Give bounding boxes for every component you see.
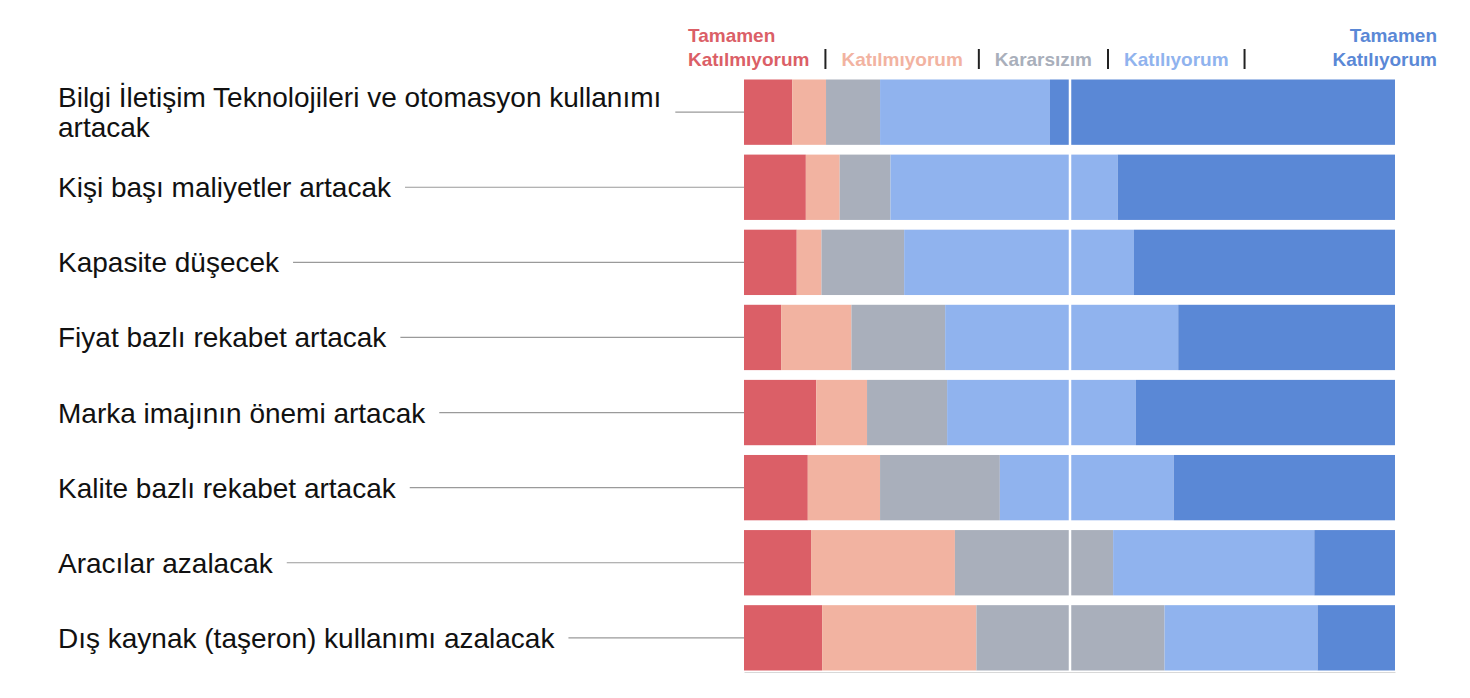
leader-line xyxy=(410,487,744,488)
bar xyxy=(781,305,851,370)
bar xyxy=(744,530,811,595)
axis-line xyxy=(745,672,1396,673)
category-label: Dış kaynak (taşeron) kullanımı azalacak xyxy=(58,623,555,654)
legend-entry: Katılıyorum xyxy=(1124,49,1229,70)
bar xyxy=(880,455,1000,520)
leader-line xyxy=(675,112,744,113)
bar xyxy=(880,80,1050,145)
leader-line xyxy=(568,637,744,638)
legend-entry: TamamenKatılıyorum xyxy=(1332,25,1437,70)
legend-separator xyxy=(1107,49,1109,69)
bar xyxy=(1318,605,1395,670)
category-label: Kalite bazlı rekabet artacak xyxy=(58,473,397,504)
bar xyxy=(1174,455,1395,520)
bar xyxy=(744,230,797,295)
bar xyxy=(797,230,822,295)
leader-line xyxy=(293,262,744,263)
leader-line xyxy=(400,337,744,338)
bar xyxy=(1113,530,1314,595)
category-label: Kişi başı maliyetler artacak xyxy=(58,172,392,203)
bar xyxy=(840,155,891,220)
leader-line xyxy=(439,412,744,413)
bar xyxy=(821,230,904,295)
bar xyxy=(808,455,880,520)
legend-separator xyxy=(824,49,826,69)
bar xyxy=(867,380,947,445)
category-label: Aracılar azalacak xyxy=(58,548,274,579)
bar xyxy=(744,605,822,670)
category-label: Fiyat bazlı rekabet artacak xyxy=(58,322,387,353)
category-label: Kapasite düşecek xyxy=(58,247,280,278)
legend-entry: Kararsızım xyxy=(995,49,1092,70)
leader-line xyxy=(287,562,744,563)
bar xyxy=(1314,530,1395,595)
bar xyxy=(806,155,840,220)
bar xyxy=(945,305,1178,370)
series xyxy=(821,80,1164,671)
bar xyxy=(1050,80,1395,145)
leader-line xyxy=(405,187,744,188)
tick xyxy=(1070,78,1071,672)
bar xyxy=(744,380,816,445)
legend-separator xyxy=(978,49,980,69)
bar xyxy=(822,605,976,670)
grid-line xyxy=(1069,78,1072,672)
bar xyxy=(851,305,945,370)
bar xyxy=(811,530,955,595)
x-axis xyxy=(745,78,1396,673)
legend-separator xyxy=(1244,49,1246,69)
bar xyxy=(1118,155,1395,220)
bar xyxy=(816,380,867,445)
bar xyxy=(904,230,1134,295)
bar xyxy=(744,455,808,520)
series xyxy=(1050,80,1395,671)
bar xyxy=(1136,380,1395,445)
bar xyxy=(1000,455,1174,520)
bar xyxy=(955,530,1113,595)
bar xyxy=(1134,230,1395,295)
legend-entry: Katılmıyorum xyxy=(841,49,962,70)
category-label: Marka imajının önemi artacak xyxy=(58,398,426,429)
chart: Bilgi İletişim Teknolojileri ve otomasyo… xyxy=(0,0,1470,698)
category-label: Bilgi İletişim Teknolojileri ve otomasyo… xyxy=(58,82,661,143)
legend: TamamenKatılmıyorum Katılmıyorum Kararsızı… xyxy=(688,25,1437,70)
bar xyxy=(744,80,792,145)
bar xyxy=(792,80,826,145)
bar xyxy=(826,80,880,145)
bar xyxy=(744,155,806,220)
bar xyxy=(744,305,781,370)
bar xyxy=(890,155,1117,220)
category-labels: Bilgi İletişim Teknolojileri ve otomasyo… xyxy=(58,82,744,654)
bar xyxy=(1165,605,1318,670)
legend-entry: TamamenKatılmıyorum xyxy=(688,25,809,70)
bar xyxy=(947,380,1136,445)
bar xyxy=(1178,305,1395,370)
